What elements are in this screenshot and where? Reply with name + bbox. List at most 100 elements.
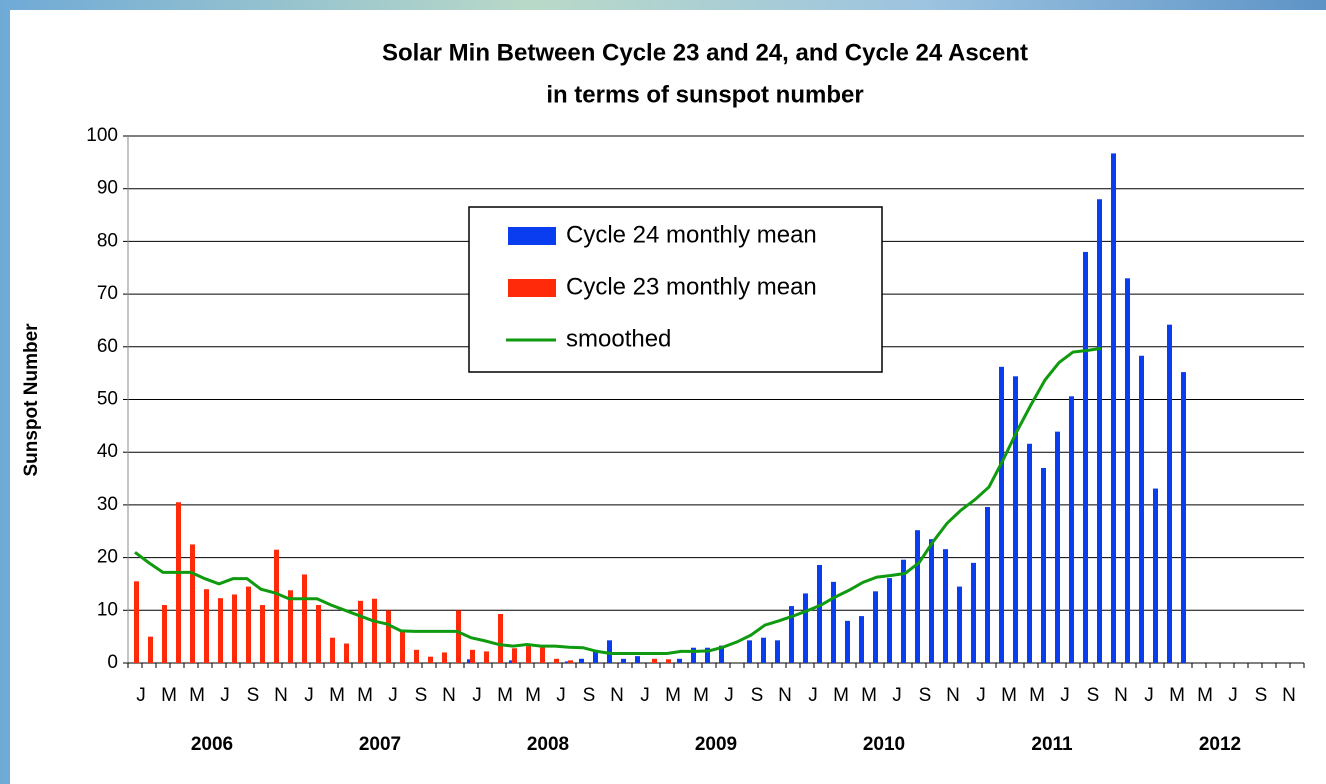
x-tick-label: N bbox=[1114, 685, 1128, 706]
x-tick-label: N bbox=[1282, 685, 1296, 706]
line bbox=[134, 346, 1102, 656]
bar bbox=[1013, 376, 1018, 663]
bar bbox=[1055, 431, 1060, 663]
bar bbox=[873, 591, 878, 663]
bar bbox=[176, 502, 181, 663]
bar bbox=[1097, 199, 1102, 664]
panel bbox=[10, 10, 1326, 784]
bar bbox=[568, 660, 573, 663]
bar bbox=[803, 593, 808, 663]
y-tick-label: 40 bbox=[97, 441, 118, 462]
legend-label: Cycle 23 monthly mean bbox=[566, 273, 817, 300]
x-tick-label: J bbox=[136, 685, 146, 706]
bar bbox=[1027, 443, 1032, 663]
bar bbox=[999, 366, 1004, 663]
x-tick-label: N bbox=[778, 685, 792, 706]
bar bbox=[775, 640, 780, 663]
y-tick-label: 60 bbox=[97, 336, 118, 357]
x-tick-label: S bbox=[919, 685, 932, 706]
bar bbox=[621, 658, 626, 663]
bar bbox=[302, 574, 307, 663]
bar bbox=[372, 598, 377, 663]
bar bbox=[218, 598, 223, 663]
bar bbox=[428, 656, 433, 663]
x-tick-label: S bbox=[583, 685, 596, 706]
legend-swatch bbox=[508, 279, 556, 297]
bar bbox=[330, 637, 335, 663]
x-tick-label: J bbox=[304, 685, 314, 706]
bar bbox=[470, 649, 475, 663]
bar bbox=[985, 507, 990, 663]
x-tick-label: M bbox=[329, 685, 345, 706]
bar bbox=[719, 645, 724, 663]
bar bbox=[386, 610, 391, 663]
chart-title: Solar Min Between Cycle 23 and 24, and C… bbox=[382, 39, 1028, 66]
bar bbox=[400, 631, 405, 663]
bar bbox=[1153, 488, 1158, 663]
y-tick-label: 90 bbox=[97, 178, 118, 199]
x-tick-label: J bbox=[220, 685, 230, 706]
bar bbox=[1125, 278, 1130, 663]
bar bbox=[456, 610, 461, 663]
y-tick-label: 0 bbox=[107, 652, 118, 673]
bar bbox=[579, 658, 584, 663]
y-tick-label: 80 bbox=[97, 230, 118, 251]
bar bbox=[887, 578, 892, 663]
x-tick-label: J bbox=[1060, 685, 1070, 706]
bar bbox=[260, 605, 265, 663]
year-label: 2010 bbox=[863, 734, 905, 755]
x-tick-label: N bbox=[610, 685, 624, 706]
bar bbox=[747, 640, 752, 663]
bar bbox=[677, 658, 682, 663]
bar bbox=[414, 649, 419, 663]
x-tick-label: M bbox=[833, 685, 849, 706]
x-tick-label: N bbox=[274, 685, 288, 706]
x-tick-label: S bbox=[1255, 685, 1268, 706]
x-tick-label: J bbox=[388, 685, 398, 706]
bar bbox=[859, 616, 864, 663]
y-axis-label: Sunspot Number bbox=[21, 323, 42, 477]
y-tick-label: 100 bbox=[86, 125, 118, 146]
x-tick-label: S bbox=[1087, 685, 1100, 706]
x-tick-label: M bbox=[357, 685, 373, 706]
x-tick-label: S bbox=[247, 685, 260, 706]
bar bbox=[971, 562, 976, 663]
bar bbox=[666, 659, 671, 663]
bar bbox=[484, 651, 489, 663]
bar bbox=[705, 647, 710, 663]
year-label: 2009 bbox=[695, 734, 737, 755]
year-label: 2011 bbox=[1031, 734, 1073, 755]
x-tick-label: J bbox=[976, 685, 986, 706]
x-tick-label: J bbox=[640, 685, 650, 706]
x-tick-label: M bbox=[1197, 685, 1213, 706]
x-tick-label: N bbox=[442, 685, 456, 706]
bar bbox=[817, 564, 822, 663]
bar bbox=[761, 637, 766, 663]
x-tick-label: M bbox=[497, 685, 513, 706]
y-tick-label: 10 bbox=[97, 599, 118, 620]
y-tick-label: 50 bbox=[97, 389, 118, 410]
bar bbox=[915, 530, 920, 663]
bar bbox=[607, 640, 612, 663]
bar bbox=[540, 645, 545, 663]
bar bbox=[442, 652, 447, 663]
year-label: 2008 bbox=[527, 734, 569, 755]
x-tick-label: S bbox=[751, 685, 764, 706]
legend: Cycle 24 monthly mean Cycle 23 monthly me… bbox=[468, 206, 883, 373]
chart-subtitle: in terms of sunspot number bbox=[546, 81, 863, 108]
x-tick-label: M bbox=[1169, 685, 1185, 706]
bar bbox=[1167, 324, 1172, 663]
legend-label: Cycle 24 monthly mean bbox=[566, 221, 817, 248]
bar bbox=[274, 549, 279, 663]
x-tick-label: N bbox=[946, 685, 960, 706]
bar bbox=[593, 649, 598, 663]
x-tick-label: J bbox=[556, 685, 566, 706]
bar bbox=[358, 600, 363, 663]
x-tick-label: M bbox=[1001, 685, 1017, 706]
x-tick-label: J bbox=[724, 685, 734, 706]
bar bbox=[929, 539, 934, 663]
bar bbox=[1181, 372, 1186, 663]
y-tick-label: 70 bbox=[97, 283, 118, 304]
y-tick-label: 20 bbox=[97, 547, 118, 568]
